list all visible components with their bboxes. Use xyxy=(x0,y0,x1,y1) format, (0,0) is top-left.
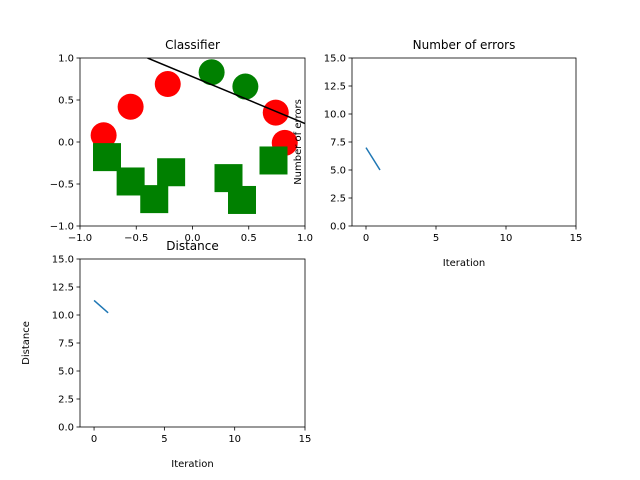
y-tick-label: −1.0 xyxy=(50,222,74,233)
chart-title: Distance xyxy=(166,239,218,253)
y-tick-label: 5.0 xyxy=(58,367,74,378)
data-point-circle xyxy=(262,99,289,126)
y-tick-label: 10.0 xyxy=(52,311,74,322)
data-point-square xyxy=(116,167,145,196)
y-tick-label: 12.5 xyxy=(324,82,346,93)
y-tick-label: −0.5 xyxy=(50,180,74,191)
series-line xyxy=(93,299,109,314)
y-tick-label: 12.5 xyxy=(52,283,74,294)
x-tick-label: 5 xyxy=(161,434,167,445)
data-point-square xyxy=(140,185,169,214)
y-tick-label: 7.5 xyxy=(330,138,346,149)
x-axis-label: Iteration xyxy=(171,459,213,470)
y-tick-label: 0.0 xyxy=(330,222,346,233)
y-axis-label: Number of errors xyxy=(293,99,304,185)
data-point-circle xyxy=(90,122,117,149)
x-tick-label: 15 xyxy=(570,233,583,244)
series-line xyxy=(365,147,381,171)
y-tick-label: 2.5 xyxy=(330,194,346,205)
x-tick-label: 1.0 xyxy=(297,233,313,244)
x-tick-label: 0.5 xyxy=(241,233,257,244)
x-tick-label: 0.0 xyxy=(185,233,201,244)
errors-plot: 0 5 10 15 0.0 2.5 5.0 7.5 10.0 12.5 15.0 Number of … xyxy=(293,38,582,269)
y-tick-label: 15.0 xyxy=(52,255,74,266)
axes-frame xyxy=(79,258,306,428)
y-tick-label: 5.0 xyxy=(330,166,346,177)
x-tick-label: 10 xyxy=(228,434,241,445)
axes-frame xyxy=(351,57,577,227)
y-tick-label: 1.0 xyxy=(58,54,74,65)
chart-title: Number of errors xyxy=(413,38,516,52)
x-tick-label: −1.0 xyxy=(68,233,92,244)
data-point-square xyxy=(157,158,186,187)
x-axis-label: Iteration xyxy=(443,258,485,269)
y-tick-label: 15.0 xyxy=(324,54,346,65)
plot-area xyxy=(90,58,305,214)
x-tick-label: 0 xyxy=(91,434,97,445)
distance-plot: 0 5 10 15 0.0 2.5 5.0 7.5 10.0 12.5 15.0 Distance It… xyxy=(21,239,311,470)
data-point-circle xyxy=(117,93,144,120)
y-tick-label: 7.5 xyxy=(58,339,74,350)
data-point-circle xyxy=(198,59,225,86)
plot-area xyxy=(93,299,109,314)
data-point-square xyxy=(259,146,288,175)
y-tick-label: 0.0 xyxy=(58,423,74,434)
chart-title: Classifier xyxy=(165,38,220,52)
data-point-circle xyxy=(232,73,259,100)
x-tick-label: 0 xyxy=(363,233,369,244)
x-tick-label: 5 xyxy=(433,233,439,244)
y-tick-label: 0.0 xyxy=(58,138,74,149)
decision-boundary-line xyxy=(147,58,305,125)
classifier-plot: −1.0 −0.5 0.0 0.5 1.0 −1.0 −0.5 0.0 0.5 1.0 Classi… xyxy=(50,38,313,244)
x-tick-label: −0.5 xyxy=(124,233,148,244)
x-tick-label: 15 xyxy=(299,434,312,445)
y-axis-label: Distance xyxy=(21,321,32,365)
y-tick-label: 10.0 xyxy=(324,110,346,121)
y-tick-label: 2.5 xyxy=(58,395,74,406)
data-point-square xyxy=(93,143,121,172)
plot-area xyxy=(365,147,381,171)
data-point-square xyxy=(228,185,256,214)
x-tick-label: 10 xyxy=(500,233,513,244)
data-point-circle xyxy=(154,71,181,98)
y-tick-label: 0.5 xyxy=(58,96,74,107)
